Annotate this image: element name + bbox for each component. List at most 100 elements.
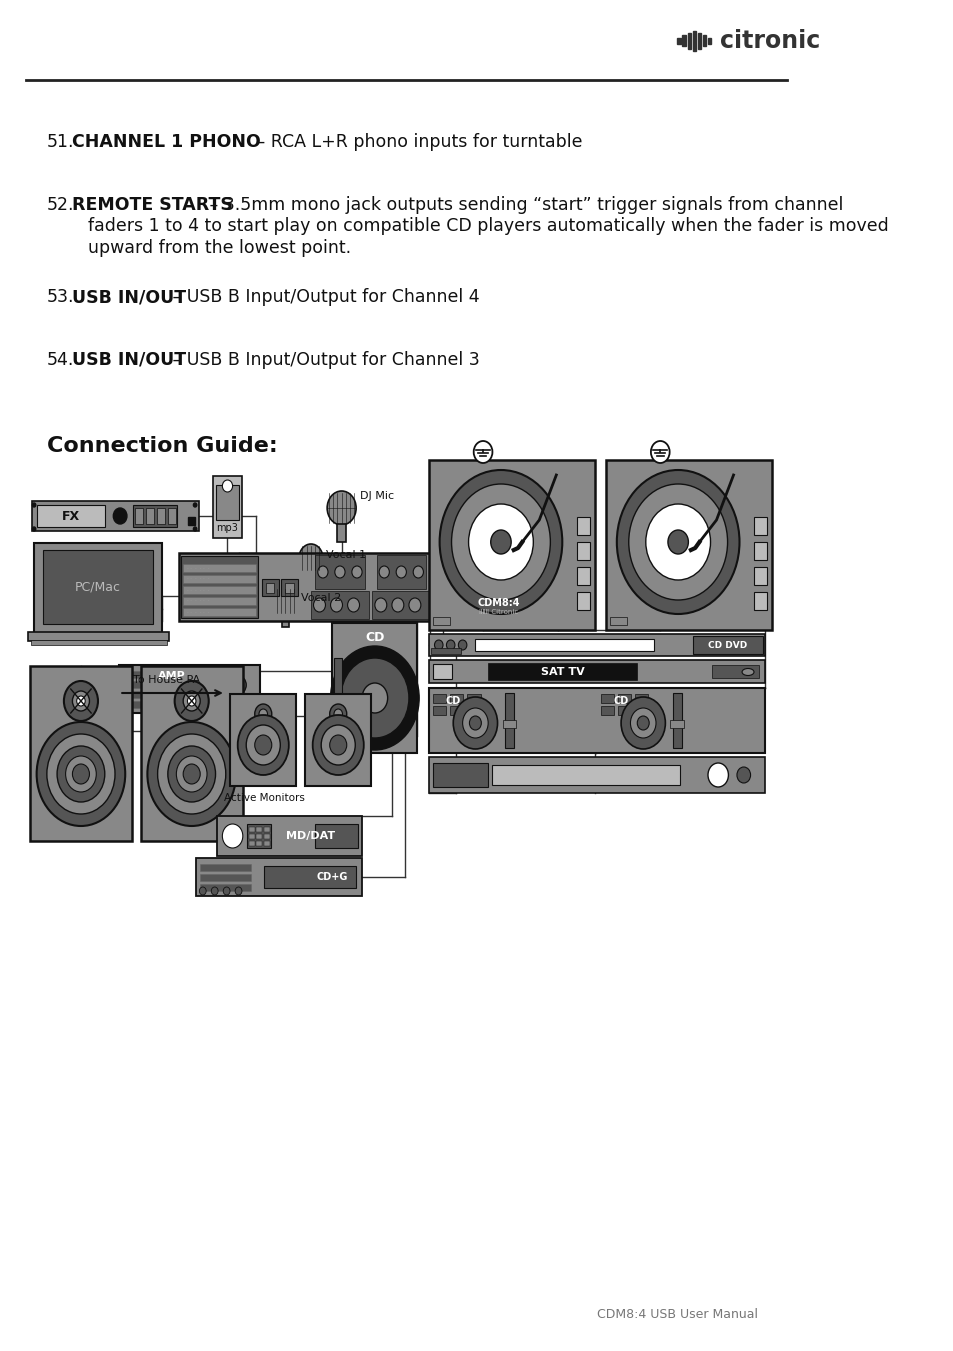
Bar: [134, 508, 143, 524]
Circle shape: [362, 684, 387, 713]
Bar: [188, 517, 195, 526]
Bar: [498, 555, 548, 589]
Circle shape: [330, 735, 346, 755]
Circle shape: [436, 598, 448, 612]
Text: Vocal 2: Vocal 2: [300, 593, 340, 603]
Text: USB IN/OUT: USB IN/OUT: [71, 351, 186, 369]
Bar: [450, 707, 463, 715]
Circle shape: [457, 566, 467, 578]
Circle shape: [168, 746, 215, 802]
Circle shape: [183, 765, 200, 784]
Ellipse shape: [741, 669, 753, 676]
Circle shape: [113, 508, 127, 524]
Circle shape: [223, 888, 230, 894]
Circle shape: [174, 681, 209, 721]
Bar: [256, 842, 262, 846]
Bar: [428, 688, 764, 753]
Bar: [282, 613, 289, 627]
Circle shape: [72, 690, 90, 711]
Circle shape: [518, 566, 529, 578]
Circle shape: [617, 470, 739, 613]
Circle shape: [254, 704, 272, 724]
Bar: [677, 38, 680, 45]
Bar: [183, 608, 256, 616]
Bar: [249, 842, 254, 846]
Circle shape: [334, 709, 342, 719]
Circle shape: [210, 676, 225, 694]
Bar: [183, 576, 256, 584]
Bar: [337, 524, 346, 542]
Circle shape: [490, 530, 511, 554]
Bar: [123, 701, 195, 708]
Bar: [692, 636, 761, 654]
Bar: [36, 505, 105, 527]
Circle shape: [234, 888, 242, 894]
Bar: [753, 567, 766, 585]
Circle shape: [334, 734, 342, 743]
Circle shape: [335, 566, 345, 578]
Circle shape: [193, 503, 196, 507]
Circle shape: [211, 888, 218, 894]
Circle shape: [440, 566, 450, 578]
Bar: [697, 32, 700, 49]
Bar: [334, 658, 342, 748]
Circle shape: [331, 598, 342, 612]
Bar: [181, 557, 258, 617]
Text: ⅡⅡⅡ Citronic: ⅡⅡⅡ Citronic: [478, 609, 517, 615]
Bar: [156, 508, 165, 524]
Circle shape: [199, 888, 206, 894]
Text: Connection Guide:: Connection Guide:: [47, 436, 277, 457]
Circle shape: [254, 735, 272, 755]
Bar: [34, 543, 162, 634]
Text: FX: FX: [62, 509, 80, 523]
Bar: [264, 834, 270, 839]
Circle shape: [395, 566, 406, 578]
Bar: [466, 707, 480, 715]
Circle shape: [321, 725, 355, 765]
Text: - -  -  - -  -: - - - - - -: [187, 609, 210, 615]
Bar: [707, 38, 711, 45]
Bar: [687, 32, 690, 49]
Circle shape: [457, 640, 466, 650]
Circle shape: [176, 757, 207, 792]
Bar: [264, 842, 270, 846]
Bar: [249, 834, 254, 839]
Bar: [434, 590, 491, 619]
Bar: [28, 632, 169, 640]
Circle shape: [274, 586, 297, 615]
Circle shape: [707, 763, 728, 788]
Circle shape: [630, 708, 656, 738]
Circle shape: [451, 484, 550, 600]
Text: CD+G: CD+G: [316, 871, 348, 882]
Bar: [179, 553, 558, 621]
Bar: [475, 639, 654, 651]
Bar: [433, 694, 446, 703]
Circle shape: [462, 708, 488, 738]
Bar: [488, 663, 637, 680]
Bar: [372, 590, 430, 619]
Bar: [577, 567, 589, 585]
Bar: [428, 661, 764, 684]
Circle shape: [736, 767, 750, 784]
Circle shape: [246, 725, 280, 765]
Text: - -  -  - -  -: - - - - - -: [187, 598, 210, 604]
Bar: [256, 827, 262, 832]
Text: 51.: 51.: [47, 132, 74, 151]
Bar: [505, 693, 514, 748]
Circle shape: [628, 484, 727, 600]
Circle shape: [317, 566, 328, 578]
Text: PC/Mac: PC/Mac: [75, 581, 121, 593]
Bar: [605, 459, 771, 630]
Bar: [753, 592, 766, 611]
Bar: [215, 485, 239, 520]
Circle shape: [514, 598, 526, 612]
Circle shape: [474, 440, 492, 463]
Circle shape: [183, 690, 200, 711]
Circle shape: [222, 824, 243, 848]
Bar: [200, 884, 251, 892]
Text: To House PA: To House PA: [132, 676, 199, 685]
Bar: [600, 707, 614, 715]
Bar: [168, 508, 176, 524]
Text: DJ Mic: DJ Mic: [360, 490, 395, 501]
Bar: [428, 757, 764, 793]
